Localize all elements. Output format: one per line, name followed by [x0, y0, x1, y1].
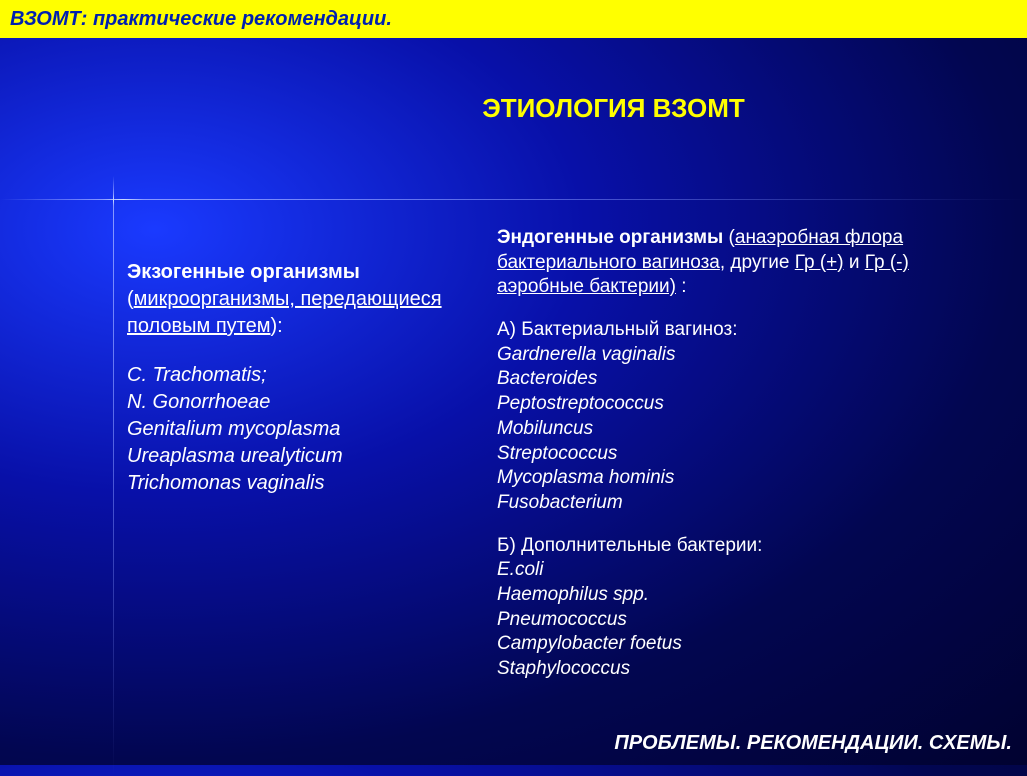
mid-text2: и	[844, 252, 865, 273]
list-item: Campylobacter foetus	[497, 632, 997, 657]
list-item: Gardnerella vaginalis	[497, 343, 997, 368]
list-item: Peptostreptococcus	[497, 392, 997, 417]
paren-open: (	[127, 288, 134, 310]
footer-text: ПРОБЛЕМЫ. РЕКОМЕНДАЦИИ. СХЕМЫ.	[599, 722, 1027, 765]
list-item: Pneumococcus	[497, 608, 997, 633]
right-heading-u3: Гр (-)	[865, 252, 909, 273]
left-heading: Экзогенные организмы (микроорганизмы, пе…	[127, 259, 467, 340]
list-item: Streptococcus	[497, 442, 997, 467]
divider-horizontal	[0, 199, 1027, 200]
list-item: Trichomonas vaginalis	[127, 470, 467, 497]
list-item: Mobiluncus	[497, 417, 997, 442]
list-item: Fusobacterium	[497, 491, 997, 516]
list-item: Staphylococcus	[497, 657, 997, 682]
divider-vertical	[113, 176, 114, 776]
right-heading-u2: Гр (+)	[795, 252, 844, 273]
paren-close: ):	[270, 315, 282, 337]
list-item: Ureaplasma urealyticum	[127, 443, 467, 470]
list-item: E.coli	[497, 558, 997, 583]
list-item: C. Trachomatis;	[127, 362, 467, 389]
list-item: Bacteroides	[497, 367, 997, 392]
mid-text: , другие	[720, 252, 795, 273]
left-items: C. Trachomatis; N. Gonorrhoeae Genitaliu…	[127, 362, 467, 497]
heading-close: :	[676, 276, 687, 297]
list-item: Haemophilus spp.	[497, 583, 997, 608]
paren-open: (	[723, 227, 735, 248]
list-item: Mycoplasma hominis	[497, 466, 997, 491]
section-b-items: E.coli Haemophilus spp. Pneumococcus Cam…	[497, 558, 997, 681]
header-title: ВЗОМТ: практические рекомендации.	[10, 8, 392, 31]
section-b-title: Б) Дополнительные бактерии:	[497, 534, 997, 559]
right-heading: Эндогенные организмы (анаэробная флора б…	[497, 226, 997, 300]
slide-title: ЭТИОЛОГИЯ ВЗОМТ	[200, 93, 1027, 124]
section-a-title: А) Бактериальный вагиноз:	[497, 318, 997, 343]
right-heading-bold: Эндогенные организмы	[497, 227, 723, 248]
list-item: N. Gonorrhoeae	[127, 389, 467, 416]
right-column: Эндогенные организмы (анаэробная флора б…	[497, 226, 997, 682]
left-heading-underline: микроорганизмы, передающиеся половым пут…	[127, 288, 442, 337]
list-item: Genitalium mycoplasma	[127, 416, 467, 443]
left-column: Экзогенные организмы (микроорганизмы, пе…	[127, 259, 467, 497]
right-heading-u4: аэробные бактерии)	[497, 276, 676, 297]
section-a-items: Gardnerella vaginalis Bacteroides Peptos…	[497, 343, 997, 516]
header-bar: ВЗОМТ: практические рекомендации.	[0, 0, 1027, 38]
left-heading-bold: Экзогенные организмы	[127, 261, 360, 283]
